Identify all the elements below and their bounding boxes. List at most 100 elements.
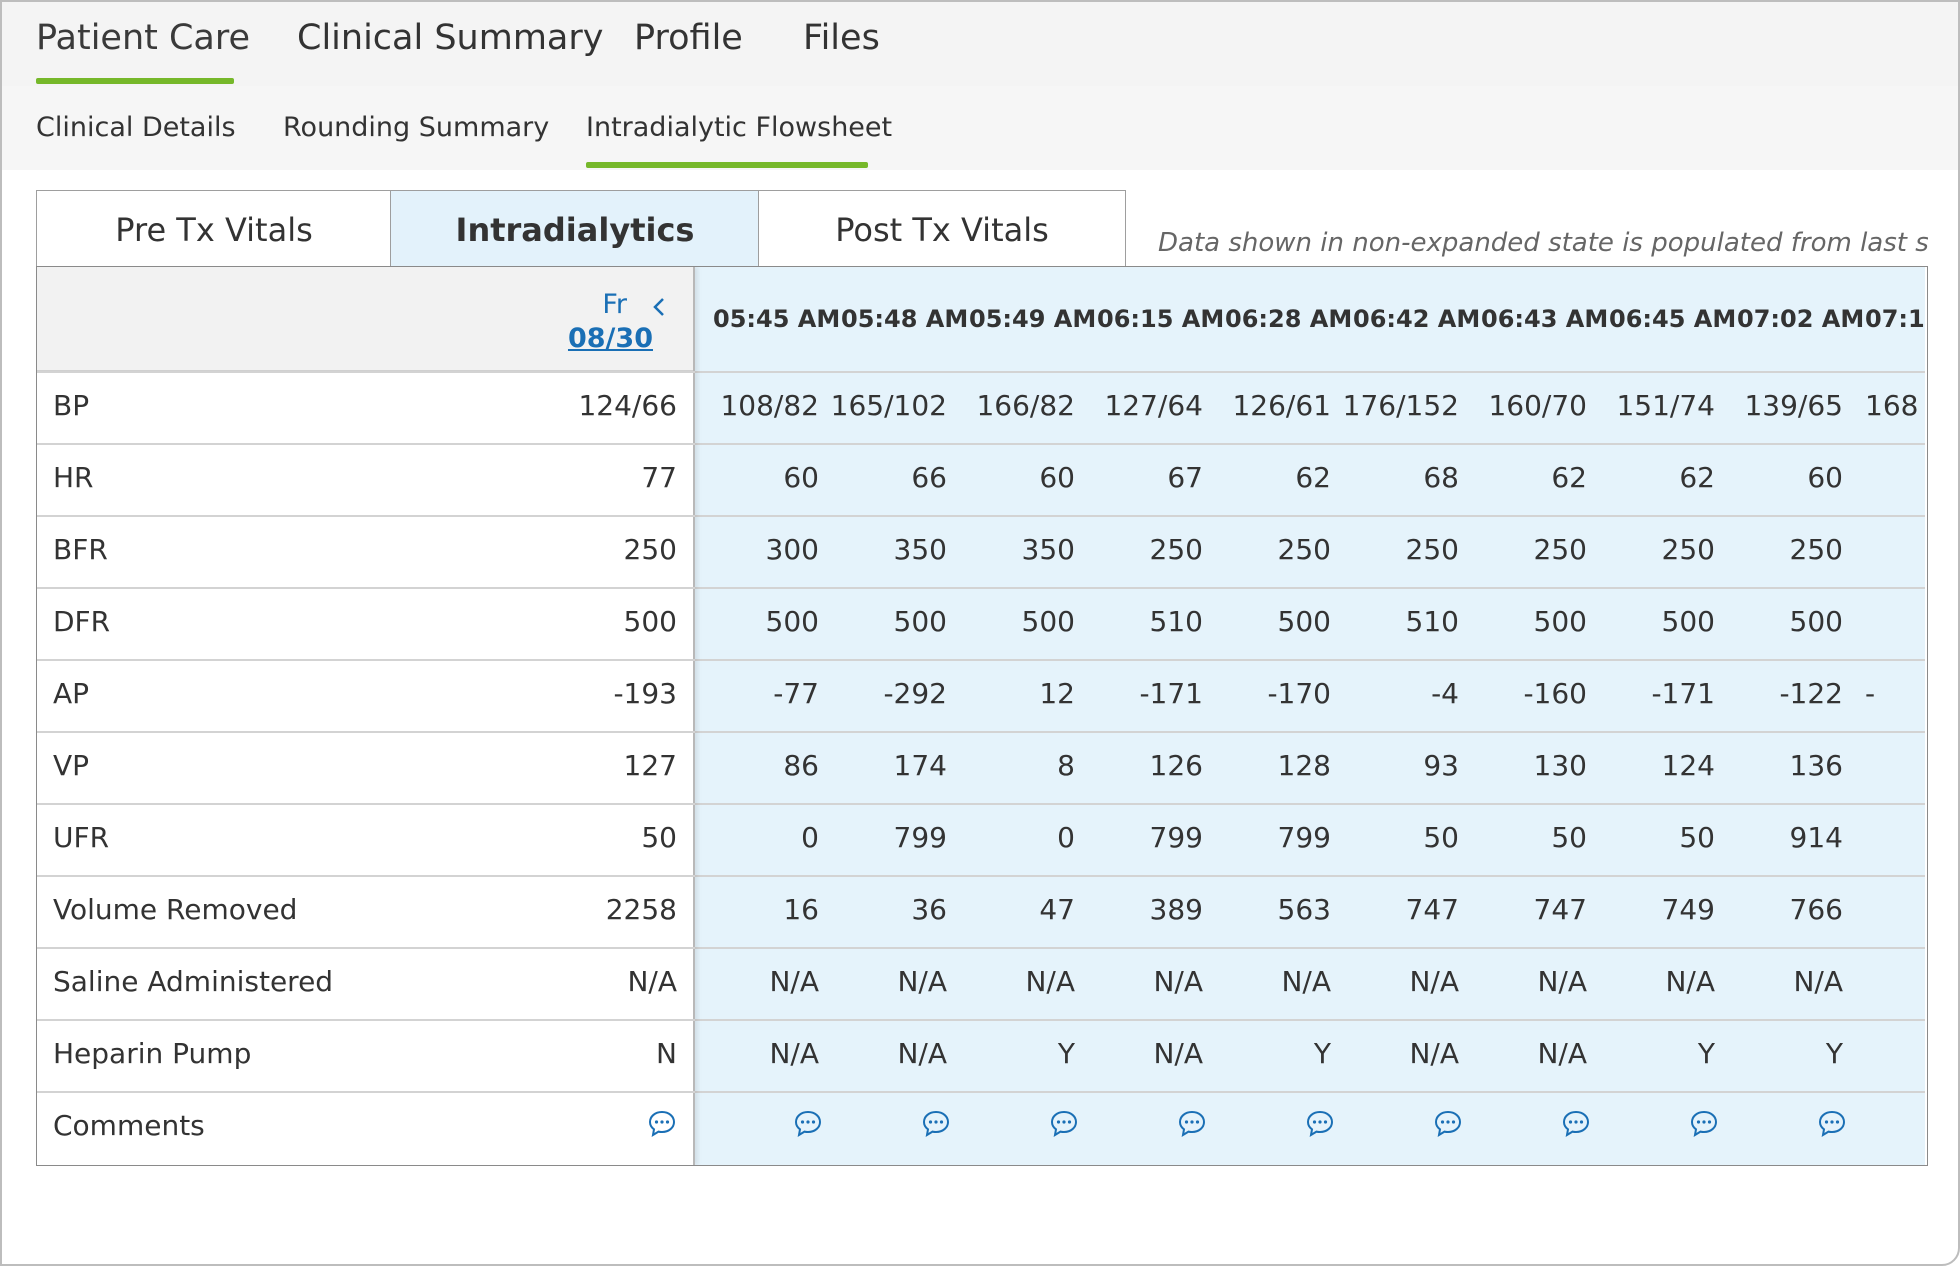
- cell-value: 151/74: [1616, 389, 1715, 422]
- comment-icon[interactable]: [1049, 1109, 1079, 1139]
- comment-icon[interactable]: [1433, 1109, 1463, 1139]
- cell-value: 500: [1021, 605, 1075, 638]
- cell-value: 126/61: [1232, 389, 1331, 422]
- row-label: Volume Removed: [53, 893, 298, 926]
- cell-value: 799: [893, 821, 947, 854]
- session-date-link[interactable]: 08/30: [567, 323, 653, 354]
- data-note: Data shown in non-expanded state is popu…: [1158, 228, 1928, 258]
- row-label: Comments: [53, 1109, 205, 1142]
- cell-value: N/A: [1665, 965, 1715, 998]
- cell-value: 47: [1039, 893, 1075, 926]
- tab-patient-care[interactable]: Patient Care: [36, 18, 251, 58]
- tab-clinical-summary[interactable]: Clinical Summary: [297, 18, 604, 58]
- row-label: BP: [53, 389, 90, 422]
- cell-value: -77: [773, 677, 819, 710]
- session-header: Fr 08/30: [37, 267, 693, 371]
- cell-value: Y: [1825, 1037, 1843, 1070]
- row-divider: [37, 443, 695, 445]
- current-value: N: [656, 1037, 677, 1070]
- cell-value: N/A: [1025, 965, 1075, 998]
- cell-value: 168: [1865, 389, 1919, 422]
- timeline-columns: 05:45 AM 05:48 AM 05:49 AM 06:15 AM 06:28 AM…: [695, 267, 1925, 1165]
- cell-value: 250: [1789, 533, 1843, 566]
- time-column-header: 05:48 AM: [841, 305, 969, 333]
- cell-value: -170: [1267, 677, 1331, 710]
- row-divider: [695, 803, 1925, 805]
- cell-value: 749: [1661, 893, 1715, 926]
- comment-icon[interactable]: [1561, 1109, 1591, 1139]
- current-value: N/A: [627, 965, 677, 998]
- current-value: 250: [623, 533, 677, 566]
- row-divider: [37, 947, 695, 949]
- tab-pre-tx-vitals[interactable]: Pre Tx Vitals: [36, 190, 392, 268]
- cell-value: 510: [1405, 605, 1459, 638]
- cell-value: 350: [1021, 533, 1075, 566]
- comment-icon[interactable]: [793, 1109, 823, 1139]
- cell-value: 250: [1533, 533, 1587, 566]
- tab-profile[interactable]: Profile: [634, 18, 743, 58]
- current-value: -193: [613, 677, 677, 710]
- current-value: 50: [641, 821, 677, 854]
- row-label: Saline Administered: [53, 965, 334, 998]
- cell-value: 136: [1789, 749, 1843, 782]
- cell-value: 176/152: [1342, 389, 1459, 422]
- cell-value: 165/102: [830, 389, 947, 422]
- cell-value: 12: [1039, 677, 1075, 710]
- cell-value: 500: [1789, 605, 1843, 638]
- cell-value: 66: [911, 461, 947, 494]
- cell-value: 16: [783, 893, 819, 926]
- cell-value: 36: [911, 893, 947, 926]
- time-column-header: 06:45 AM: [1609, 305, 1737, 333]
- current-session-column: Fr 08/30 BP 124/66 HR 77 BFR 250 DFR 500 AP -193 V…: [37, 267, 695, 1165]
- time-column-header: 05:45 AM: [713, 305, 841, 333]
- cell-value: 250: [1277, 533, 1331, 566]
- cell-value: -122: [1779, 677, 1843, 710]
- comment-icon[interactable]: [1305, 1109, 1335, 1139]
- cell-value: 50: [1423, 821, 1459, 854]
- row-divider: [37, 1091, 695, 1093]
- cell-value: 8: [1057, 749, 1075, 782]
- cell-value: 108/82: [720, 389, 819, 422]
- comment-icon[interactable]: [1817, 1109, 1847, 1139]
- session-day: Fr: [602, 289, 627, 320]
- tab-intradialytic-flowsheet[interactable]: Intradialytic Flowsheet: [586, 112, 893, 143]
- tab-post-tx-vitals[interactable]: Post Tx Vitals: [758, 190, 1126, 268]
- tab-rounding-summary[interactable]: Rounding Summary: [283, 112, 550, 143]
- cell-value: 747: [1533, 893, 1587, 926]
- cell-value: -4: [1431, 677, 1459, 710]
- row-divider: [37, 371, 695, 373]
- tab-files[interactable]: Files: [803, 18, 880, 58]
- comment-icon[interactable]: [921, 1109, 951, 1139]
- row-divider: [37, 875, 695, 877]
- comment-icon[interactable]: [1177, 1109, 1207, 1139]
- comment-icon[interactable]: [1689, 1109, 1719, 1139]
- cell-value: 62: [1295, 461, 1331, 494]
- cell-value: 62: [1679, 461, 1715, 494]
- current-value: 2258: [605, 893, 677, 926]
- time-column-header: 06:28 AM: [1225, 305, 1353, 333]
- cell-value: 500: [1277, 605, 1331, 638]
- cell-value: 160/70: [1488, 389, 1587, 422]
- cell-value: 500: [1533, 605, 1587, 638]
- cell-value: 127/64: [1104, 389, 1203, 422]
- cell-value: 93: [1423, 749, 1459, 782]
- cell-value: N/A: [1537, 965, 1587, 998]
- cell-value: 128: [1277, 749, 1331, 782]
- time-column-header: 06:43 AM: [1481, 305, 1609, 333]
- cell-value: 500: [1661, 605, 1715, 638]
- cell-value: 50: [1679, 821, 1715, 854]
- comment-icon[interactable]: [647, 1109, 677, 1139]
- row-divider: [695, 875, 1925, 877]
- row-divider: [695, 731, 1925, 733]
- tab-intradialytics[interactable]: Intradialytics: [390, 190, 760, 268]
- chevron-left-icon[interactable]: [651, 295, 667, 325]
- cell-value: N/A: [1409, 965, 1459, 998]
- tab-clinical-details[interactable]: Clinical Details: [36, 112, 236, 143]
- cell-value: 0: [1057, 821, 1075, 854]
- cell-value: 60: [1039, 461, 1075, 494]
- time-column-header: 06:42 AM: [1353, 305, 1481, 333]
- cell-value: N/A: [1537, 1037, 1587, 1070]
- cell-value: -: [1865, 677, 1876, 710]
- cell-value: N/A: [1281, 965, 1331, 998]
